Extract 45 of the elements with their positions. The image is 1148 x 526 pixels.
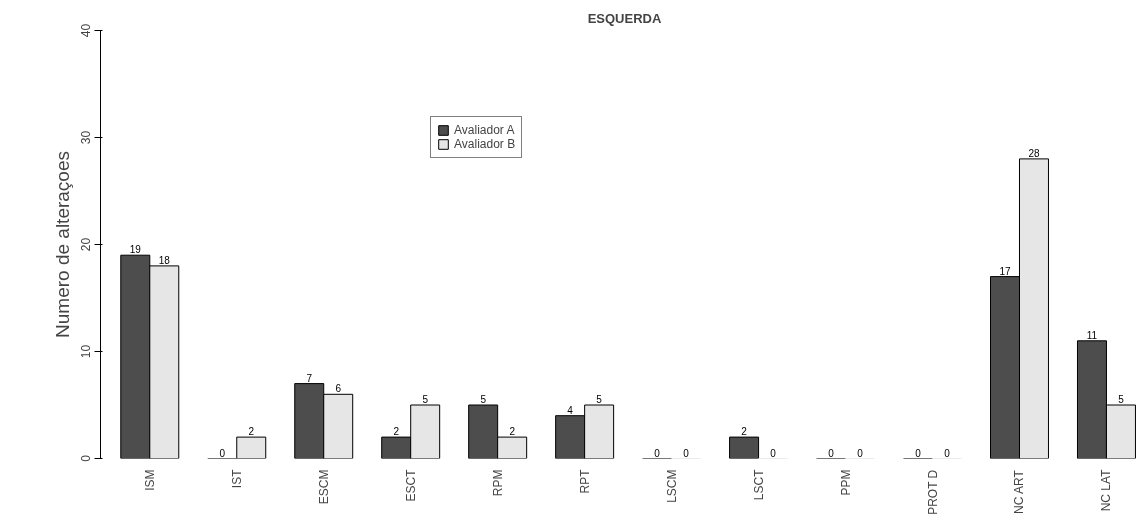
data-label: 0 — [857, 447, 864, 459]
x-tick-label: NC LAT — [1099, 468, 1114, 512]
data-label: 6 — [335, 383, 342, 395]
data-label: 2 — [741, 426, 748, 438]
data-label: 5 — [480, 394, 487, 405]
x-tick-label: PPM — [838, 469, 853, 496]
legend-label: Avaliador A — [454, 123, 515, 137]
data-label: 17 — [999, 265, 1011, 277]
data-label: 0 — [219, 447, 226, 459]
y-tick-label: 10 — [78, 344, 93, 359]
x-tick-label: PROT D — [925, 469, 940, 515]
data-label: 28 — [1028, 147, 1040, 159]
data-label: 4 — [567, 404, 574, 416]
data-label: 18 — [158, 254, 171, 266]
data-label: 11 — [1086, 329, 1098, 341]
data-label: 19 — [129, 244, 142, 256]
data-label: 0 — [915, 447, 922, 459]
legend-label: Avaliador B — [454, 137, 516, 151]
data-label: 5 — [422, 394, 429, 405]
y-axis-title: Numero de alteraçoes — [51, 151, 73, 338]
data-label: 0 — [944, 447, 951, 459]
data-label: 5 — [596, 394, 603, 405]
data-label: 2 — [248, 426, 255, 438]
x-tick-label: ISM — [142, 469, 157, 491]
data-label: 0 — [828, 447, 835, 459]
data-label: 0 — [683, 447, 690, 459]
data-label: 7 — [306, 372, 313, 384]
data-label: 5 — [1118, 394, 1125, 405]
data-label: 0 — [770, 447, 777, 459]
x-tick-label: NC ART — [1012, 469, 1027, 514]
chart-title: ESQUERDA — [587, 10, 662, 26]
x-tick-label: LSCT — [751, 468, 766, 501]
x-tick-label: ESCM — [316, 469, 331, 505]
x-tick-label: IST — [229, 468, 244, 489]
data-label: 2 — [509, 426, 516, 438]
data-label: 0 — [654, 447, 661, 459]
x-tick-label: ESCT — [403, 468, 418, 502]
x-tick-label: LSCM — [664, 469, 679, 503]
x-tick-label: RPM — [490, 469, 505, 497]
y-tick-label: 20 — [78, 237, 93, 252]
y-tick-label: 40 — [78, 23, 93, 38]
x-tick-label: RPT — [577, 468, 592, 494]
y-tick-label: 0 — [78, 454, 93, 462]
y-tick-label: 30 — [78, 130, 93, 145]
data-label: 2 — [393, 426, 400, 438]
